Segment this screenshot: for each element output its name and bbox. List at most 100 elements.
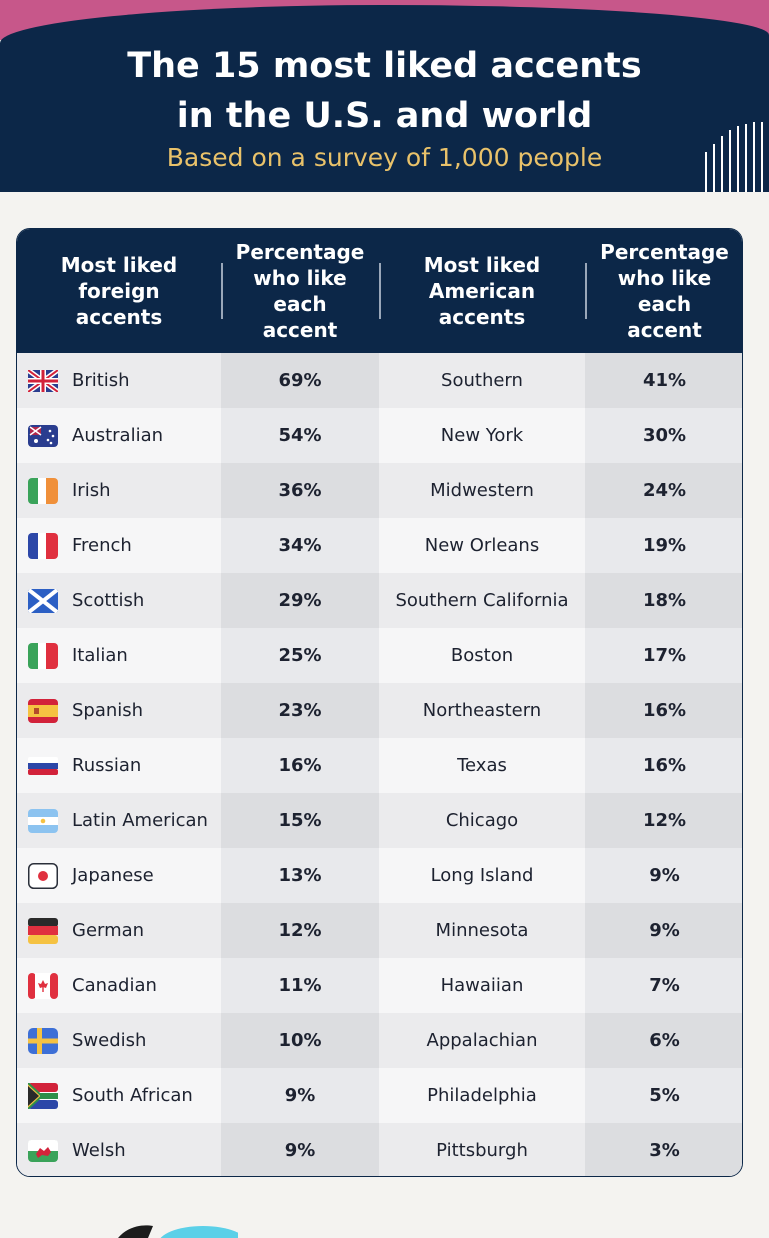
american-accent-cell: Northeastern <box>379 683 585 738</box>
header-foreign-percentage: Percentage who like each accent <box>221 229 379 353</box>
american-accent-cell: Texas <box>379 738 585 793</box>
foreign-accent-cell: British <box>17 353 221 408</box>
foreign-accent-name: Welsh <box>72 1140 126 1161</box>
american-accent-cell: Minnesota <box>379 903 585 958</box>
header-line: accent <box>262 318 338 342</box>
foreign-accent-name: South African <box>72 1085 193 1106</box>
foreign-accent-name: Latin American <box>72 810 208 831</box>
american-percentage-cell: 16% <box>585 683 742 738</box>
table-body: British 69% Southern 41% Australian 54% New Yo… <box>17 353 742 1176</box>
header-line: Percentage <box>235 240 365 264</box>
foreign-accent-cell: Swedish <box>17 1013 221 1068</box>
foreign-accent-cell: Japanese <box>17 848 221 903</box>
foreign-accent-name: Irish <box>72 480 111 501</box>
foreign-percentage-cell: 9% <box>221 1123 379 1176</box>
american-accent-cell: Hawaiian <box>379 958 585 1013</box>
foreign-percentage-cell: 13% <box>221 848 379 903</box>
foreign-accent-cell: French <box>17 518 221 573</box>
american-percentage-cell: 17% <box>585 628 742 683</box>
american-accent-cell: Boston <box>379 628 585 683</box>
russia-flag-icon <box>28 753 58 779</box>
american-percentage-cell: 41% <box>585 353 742 408</box>
american-percentage-cell: 9% <box>585 903 742 958</box>
header-divider <box>221 263 223 319</box>
foreign-accent-name: Australian <box>72 425 164 446</box>
table-row: French 34% New Orleans 19% <box>17 518 742 573</box>
accents-table: Most liked foreign accents Percentage wh… <box>16 228 743 1177</box>
header-divider <box>585 263 587 319</box>
australia-flag-icon <box>28 423 58 449</box>
american-accent-cell: Southern California <box>379 573 585 628</box>
american-percentage-cell: 7% <box>585 958 742 1013</box>
table-row: Japanese 13% Long Island 9% <box>17 848 742 903</box>
france-flag-icon <box>28 532 58 559</box>
italy-flag-icon <box>28 642 58 669</box>
american-accent-cell: Midwestern <box>379 463 585 518</box>
american-percentage-cell: 12% <box>585 793 742 848</box>
american-percentage-cell: 19% <box>585 518 742 573</box>
american-accent-cell: New Orleans <box>379 518 585 573</box>
foreign-accent-cell: Irish <box>17 463 221 518</box>
table-row: Latin American 15% Chicago 12% <box>17 793 742 848</box>
foreign-accent-name: Scottish <box>72 590 145 611</box>
header-line: who like <box>617 266 712 290</box>
foreign-accent-cell: Welsh <box>17 1123 221 1176</box>
foreign-accent-name: Japanese <box>72 865 154 886</box>
title-line-2: in the U.S. and world <box>176 96 593 136</box>
foreign-percentage-cell: 36% <box>221 463 379 518</box>
foreign-accent-cell: Scottish <box>17 573 221 628</box>
american-accent-cell: Chicago <box>379 793 585 848</box>
ireland-flag-icon <box>28 477 58 504</box>
header-line: Most liked <box>60 253 178 277</box>
wales-flag-icon <box>28 1138 58 1164</box>
foreign-percentage-cell: 23% <box>221 683 379 738</box>
header-line: Percentage <box>600 240 729 264</box>
title-line-1: The 15 most liked accents <box>127 46 642 86</box>
table-row: South African 9% Philadelphia 5% <box>17 1068 742 1123</box>
header-line: American <box>428 279 536 303</box>
foreign-percentage-cell: 11% <box>221 958 379 1013</box>
foreign-accent-name: Italian <box>72 645 128 666</box>
table-row: Irish 36% Midwestern 24% <box>17 463 742 518</box>
header-american-accents: Most liked American accents <box>379 229 585 353</box>
table-row: Canadian 11% Hawaiian 7% <box>17 958 742 1013</box>
header-line: foreign <box>78 279 160 303</box>
germany-flag-icon <box>28 917 58 944</box>
canada-flag-icon <box>28 972 58 999</box>
header-line: Most liked <box>423 253 541 277</box>
foreign-accent-cell: Italian <box>17 628 221 683</box>
sweden-flag-icon <box>28 1027 58 1054</box>
foreign-percentage-cell: 25% <box>221 628 379 683</box>
american-accent-cell: Long Island <box>379 848 585 903</box>
south-africa-flag-icon <box>28 1082 58 1109</box>
table-row: Scottish 29% Southern California 18% <box>17 573 742 628</box>
header-divider <box>379 263 381 319</box>
american-percentage-cell: 3% <box>585 1123 742 1176</box>
scotland-flag-icon <box>28 588 58 614</box>
table-row: Welsh 9% Pittsburgh 3% <box>17 1123 742 1176</box>
american-accent-cell: Southern <box>379 353 585 408</box>
foreign-percentage-cell: 9% <box>221 1068 379 1123</box>
header-american-percentage: Percentage who like each accent <box>585 229 742 353</box>
foreign-accent-cell: Spanish <box>17 683 221 738</box>
foreign-accent-cell: South African <box>17 1068 221 1123</box>
foreign-percentage-cell: 29% <box>221 573 379 628</box>
header-foreign-accents: Most liked foreign accents <box>17 229 221 353</box>
foreign-accent-name: Spanish <box>72 700 144 721</box>
header-line: accents <box>75 305 163 329</box>
american-percentage-cell: 16% <box>585 738 742 793</box>
foreign-percentage-cell: 54% <box>221 408 379 463</box>
foreign-percentage-cell: 16% <box>221 738 379 793</box>
foreign-percentage-cell: 12% <box>221 903 379 958</box>
foreign-accent-name: German <box>72 920 145 941</box>
header-line: each <box>273 292 327 316</box>
page-title: The 15 most liked accents in the U.S. an… <box>0 41 769 141</box>
foreign-accent-cell: German <box>17 903 221 958</box>
spain-flag-icon <box>28 698 58 724</box>
foreign-accent-name: British <box>72 370 130 391</box>
table-row: Italian 25% Boston 17% <box>17 628 742 683</box>
table-header: Most liked foreign accents Percentage wh… <box>17 229 742 353</box>
american-percentage-cell: 9% <box>585 848 742 903</box>
american-accent-cell: Pittsburgh <box>379 1123 585 1176</box>
